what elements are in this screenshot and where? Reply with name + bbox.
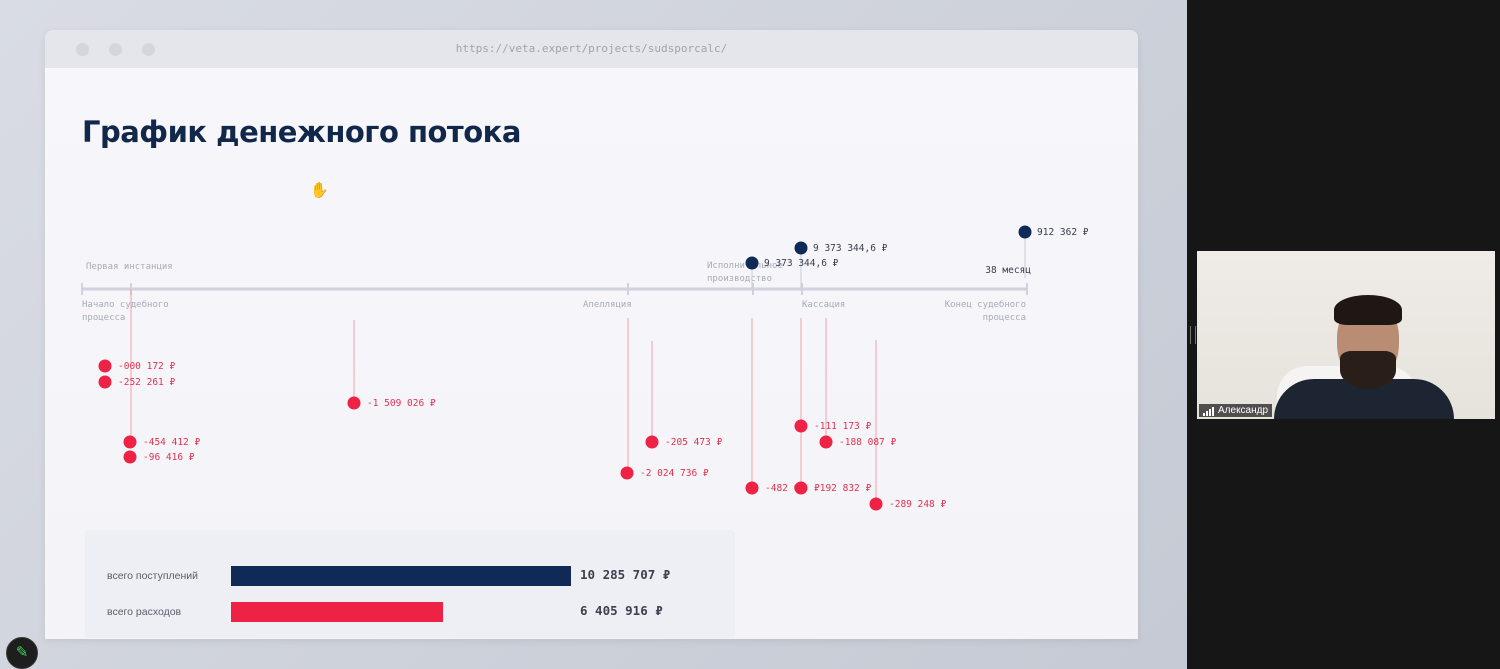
panel-resize-handle[interactable] <box>1190 326 1196 344</box>
outflow-label-7: -205 473 ₽ <box>665 437 722 448</box>
cassation-label: Кассация <box>802 300 845 310</box>
pencil-icon: ✎ <box>15 644 29 661</box>
total-income-value: 10 285 707 ₽ <box>580 567 671 582</box>
outflow-label-8: -482 0 <box>765 483 800 494</box>
page-title: График денежного потока <box>82 115 521 149</box>
outflow-label-10: ₽192 832 ₽ <box>814 483 871 494</box>
outflow-point-7 <box>645 435 659 449</box>
total-expense-label: всего расходов <box>107 606 182 618</box>
total-income-bar <box>231 566 571 586</box>
presentation-area: https://veta.expert/projects/sudsporcalc… <box>0 0 1187 669</box>
address-bar-url: https://veta.expert/projects/sudsporcalc… <box>455 42 728 55</box>
outflow-point-9 <box>794 419 808 433</box>
outflow-point-11 <box>819 435 833 449</box>
window-dot-maximize <box>142 43 155 56</box>
outflow-point-3 <box>123 435 137 449</box>
inflow-point-2 <box>794 241 808 255</box>
totals-panel: всего поступлений 10 285 707 ₽ всего рас… <box>85 530 735 638</box>
outflow-label-2: -252 261 ₽ <box>118 377 175 388</box>
inflow-label-2: 9 373 344,6 ₽ <box>813 243 888 254</box>
video-person-hair <box>1334 295 1402 325</box>
browser-mockup: https://veta.expert/projects/sudsporcalc… <box>45 30 1138 639</box>
page-content: График денежного потока ✋ всего поступле… <box>45 68 1138 639</box>
total-expense-value: 6 405 916 ₽ <box>580 603 663 618</box>
inflow-point-3 <box>1018 225 1032 239</box>
outflow-point-5 <box>347 396 361 410</box>
first-instance-label: Первая инстанция <box>86 262 173 272</box>
start-label-line2: процесса <box>82 313 125 323</box>
outflow-label-11: -188 087 ₽ <box>839 437 896 448</box>
cashflow-timeline-chart: Первая инстанция Начало судебного процес… <box>81 225 1089 511</box>
total-income-label: всего поступлений <box>107 570 199 582</box>
outflow-point-8 <box>745 481 759 495</box>
participant-name: Александр <box>1218 405 1269 416</box>
outflow-point-1 <box>98 359 112 373</box>
video-person-beard <box>1340 351 1396 389</box>
outflow-point-10 <box>794 481 808 495</box>
outflow-label-5: -1 509 026 ₽ <box>367 398 436 409</box>
outflow-point-4 <box>123 450 137 464</box>
inflow-label-3: 912 362 ₽ <box>1037 227 1089 238</box>
inflow-point-1 <box>745 256 759 270</box>
window-dot-close <box>76 43 89 56</box>
outflow-label-1: -000 172 ₽ <box>118 361 175 372</box>
outflow-label-3: -454 412 ₽ <box>143 437 200 448</box>
annotate-button[interactable]: ✎ <box>6 637 38 669</box>
outflow-point-2 <box>98 375 112 389</box>
appeal-label: Апелляция <box>583 300 632 310</box>
outflow-point-12 <box>869 497 883 511</box>
enforcement-label-line1: Исполнительное <box>707 261 783 271</box>
enforcement-label-line2: производство <box>707 274 772 284</box>
duration-label: 38 месяц <box>985 265 1031 276</box>
signal-bars-icon <box>1203 405 1215 416</box>
outflow-label-12: -289 248 ₽ <box>889 499 946 510</box>
hand-cursor-icon: ✋ <box>310 182 329 199</box>
participant-video[interactable]: Александр <box>1197 251 1495 419</box>
participant-name-tag: Александр <box>1199 404 1273 417</box>
outflow-label-9: -111 173 ₽ <box>814 421 871 432</box>
outflow-label-6: -2 024 736 ₽ <box>640 468 709 479</box>
inflow-label-1: 9 373 344,6 ₽ <box>764 258 839 269</box>
total-expense-bar <box>231 602 443 622</box>
start-label-line1: Начало судебного <box>82 299 169 310</box>
end-label-line1: Конец судебного <box>945 299 1026 310</box>
outflow-label-4: -96 416 ₽ <box>143 452 195 463</box>
window-dot-minimize <box>109 43 122 56</box>
browser-toolbar: https://veta.expert/projects/sudsporcalc… <box>45 30 1138 68</box>
outflow-point-6 <box>620 466 634 480</box>
end-label-line2: процесса <box>983 313 1026 323</box>
